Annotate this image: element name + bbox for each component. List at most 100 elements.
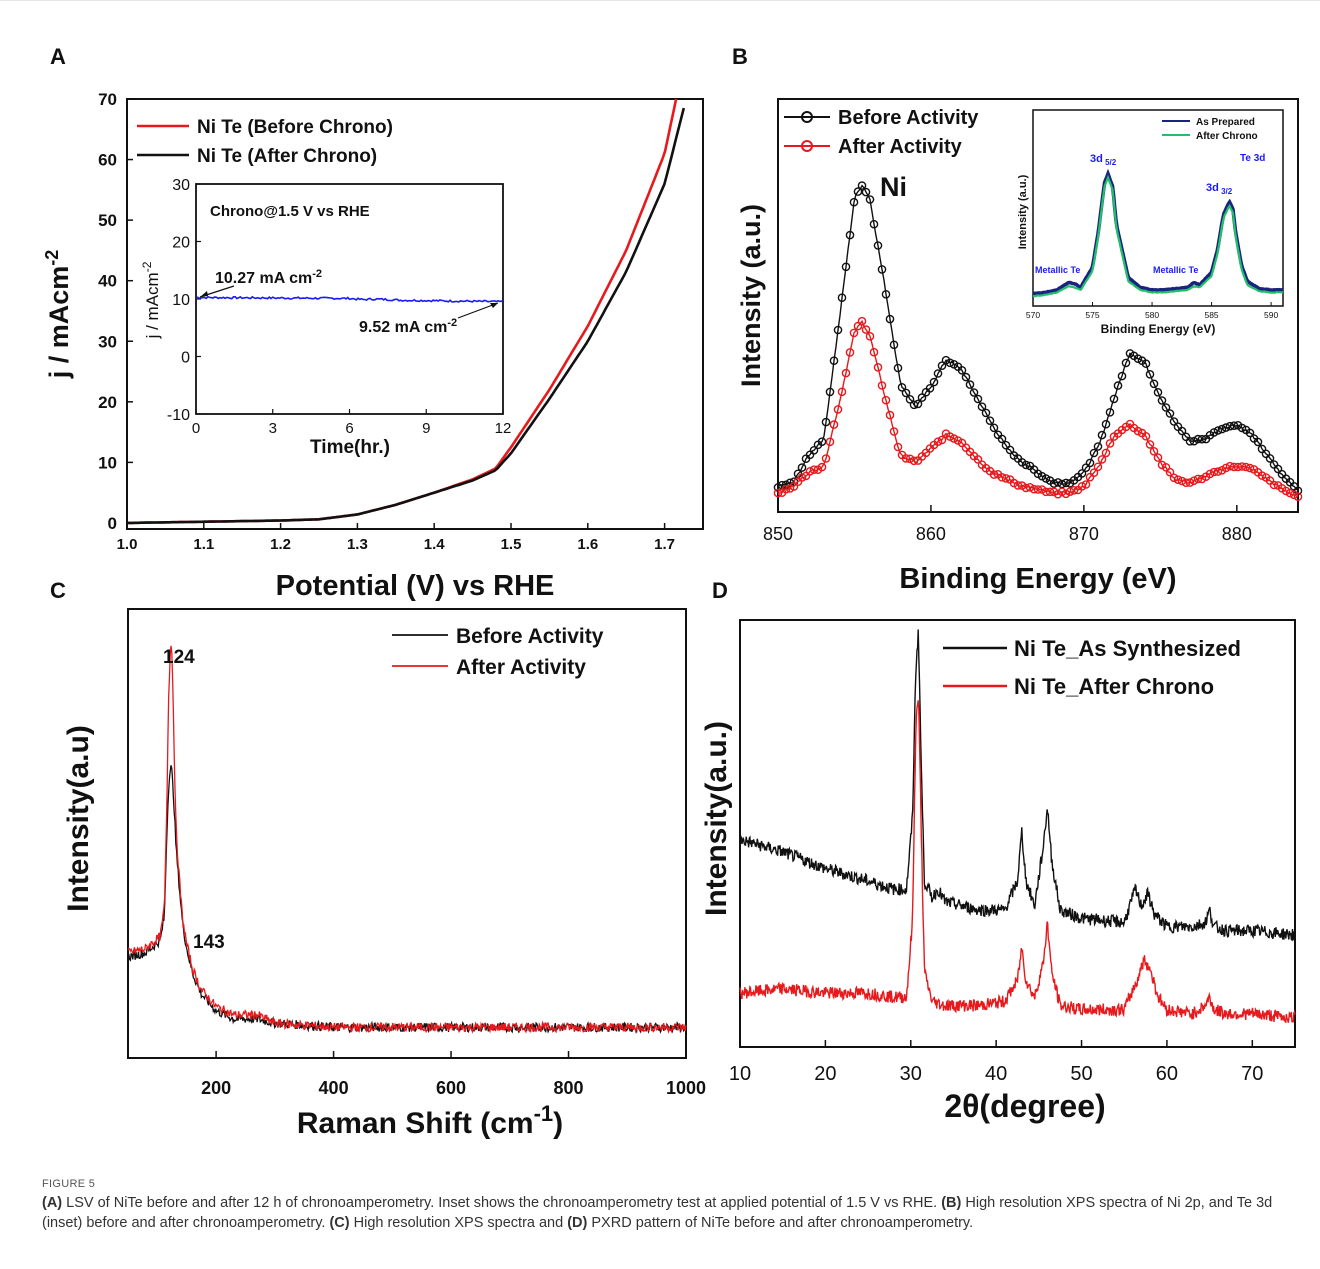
y-tick-label: 10 — [98, 453, 117, 472]
data-point — [961, 372, 971, 382]
inset-title: Chrono@1.5 V vs RHE — [210, 203, 370, 220]
caption-part-b: High resolution XPS spectra of Ni 2p, an… — [42, 1195, 1273, 1231]
peak-label: 143 — [193, 932, 225, 953]
panel-label-b: B — [732, 44, 748, 69]
data-point — [1285, 488, 1295, 498]
data-point — [909, 456, 919, 466]
data-point — [1209, 428, 1219, 437]
data-point — [865, 195, 875, 204]
data-point — [1025, 482, 1035, 492]
x-tick-label: 70 — [1241, 1063, 1263, 1085]
data-point — [1089, 448, 1099, 458]
data-point — [977, 402, 987, 412]
data-point — [1209, 467, 1219, 477]
data-point — [1205, 469, 1215, 479]
legend-entry: Ni Te (After Chrono) — [197, 146, 377, 167]
data-point — [817, 462, 827, 472]
data-point — [829, 420, 839, 429]
inset-x-tick-label: 575 — [1085, 310, 1099, 320]
data-point — [945, 432, 955, 441]
panel-label-a: A — [50, 44, 66, 69]
data-point — [1093, 462, 1103, 472]
data-point — [1121, 358, 1131, 368]
data-point — [1141, 431, 1151, 441]
data-point — [989, 470, 999, 479]
data-point — [1077, 469, 1087, 478]
data-point — [1145, 369, 1155, 379]
panel-c-frame — [127, 608, 687, 1059]
x-tick-label: 50 — [1070, 1063, 1092, 1085]
data-point — [981, 408, 991, 418]
data-point — [1021, 460, 1031, 470]
x-tick-label: 20 — [814, 1063, 836, 1085]
superscript: -2 — [42, 250, 62, 266]
y-axis-label: j / mAcm-2 — [42, 250, 74, 380]
data-point — [821, 454, 831, 463]
inset-y-axis-label: j / mAcm-2 — [140, 261, 162, 339]
inset-x-axis-label: Time(hr.) — [310, 437, 390, 458]
data-point — [1101, 419, 1111, 429]
data-point — [869, 219, 879, 229]
peak-label: 124 — [163, 647, 195, 668]
series-markers-1 — [773, 316, 1303, 502]
x-tick-label: 1.6 — [577, 536, 598, 553]
x-tick-label: 880 — [1222, 524, 1252, 544]
data-point — [849, 328, 859, 338]
x-tick-label: 600 — [436, 1078, 466, 1098]
data-point — [1245, 428, 1255, 438]
data-point — [893, 442, 903, 452]
data-point — [837, 293, 847, 303]
data-point — [797, 473, 807, 482]
data-point — [905, 394, 915, 404]
series-line-1 — [127, 107, 686, 525]
inset-x-tick-label: 3 — [269, 420, 277, 437]
data-point — [881, 289, 891, 299]
inset-x-tick-label: 0 — [192, 420, 200, 437]
inset-x-tick-label: 580 — [1145, 310, 1159, 320]
data-point — [1005, 445, 1015, 455]
data-point — [817, 437, 827, 447]
caption: FIGURE 5 (A) LSV of NiTe before and afte… — [42, 1178, 1292, 1233]
inset-series-line — [195, 295, 504, 303]
annotation-arrowhead-end — [490, 303, 498, 308]
y-axis-label: Intensity(a.u.) — [700, 721, 733, 916]
data-point — [1161, 403, 1171, 412]
data-point — [1077, 481, 1087, 491]
caption-part-a: LSV of NiTe before and after 12 h of chr… — [62, 1195, 942, 1211]
data-point — [1065, 487, 1075, 497]
data-point — [845, 230, 855, 240]
element-label: Ni — [880, 172, 907, 202]
y-tick-label: 0 — [108, 514, 117, 533]
data-point — [1133, 354, 1143, 364]
caption-part-b-label: (B) — [941, 1195, 962, 1211]
data-point — [1045, 487, 1055, 497]
inset-x-tick-label: 570 — [1026, 310, 1040, 320]
data-point — [1245, 463, 1255, 473]
legend-entry: Ni Te (Before Chrono) — [197, 117, 393, 138]
inset-y-tick-label: 0 — [181, 350, 190, 367]
data-point — [1041, 487, 1051, 497]
data-point — [1105, 407, 1115, 417]
data-point — [1149, 379, 1159, 389]
data-point — [857, 181, 867, 190]
data-point — [861, 187, 871, 197]
panel-b-inset: 570 575 580 585 590 Binding Energy (eV) Intens… — [1017, 109, 1284, 336]
x-tick-label: 1.1 — [193, 536, 214, 553]
data-point — [913, 399, 923, 409]
data-point — [833, 325, 843, 335]
data-point — [889, 427, 899, 436]
x-tick-label: 1.3 — [347, 536, 368, 553]
data-point — [1145, 440, 1155, 449]
data-point — [1229, 462, 1239, 472]
data-point — [1165, 409, 1175, 418]
series-line-1 — [127, 645, 687, 1034]
data-point — [1105, 439, 1115, 448]
data-point — [1177, 476, 1187, 486]
data-point — [809, 465, 819, 475]
y-axis-label: Intensity(a.u) — [62, 725, 95, 912]
data-point — [1089, 468, 1099, 478]
data-point — [865, 331, 875, 341]
data-point — [821, 417, 831, 427]
data-point — [1237, 462, 1247, 471]
data-point — [1257, 471, 1267, 480]
